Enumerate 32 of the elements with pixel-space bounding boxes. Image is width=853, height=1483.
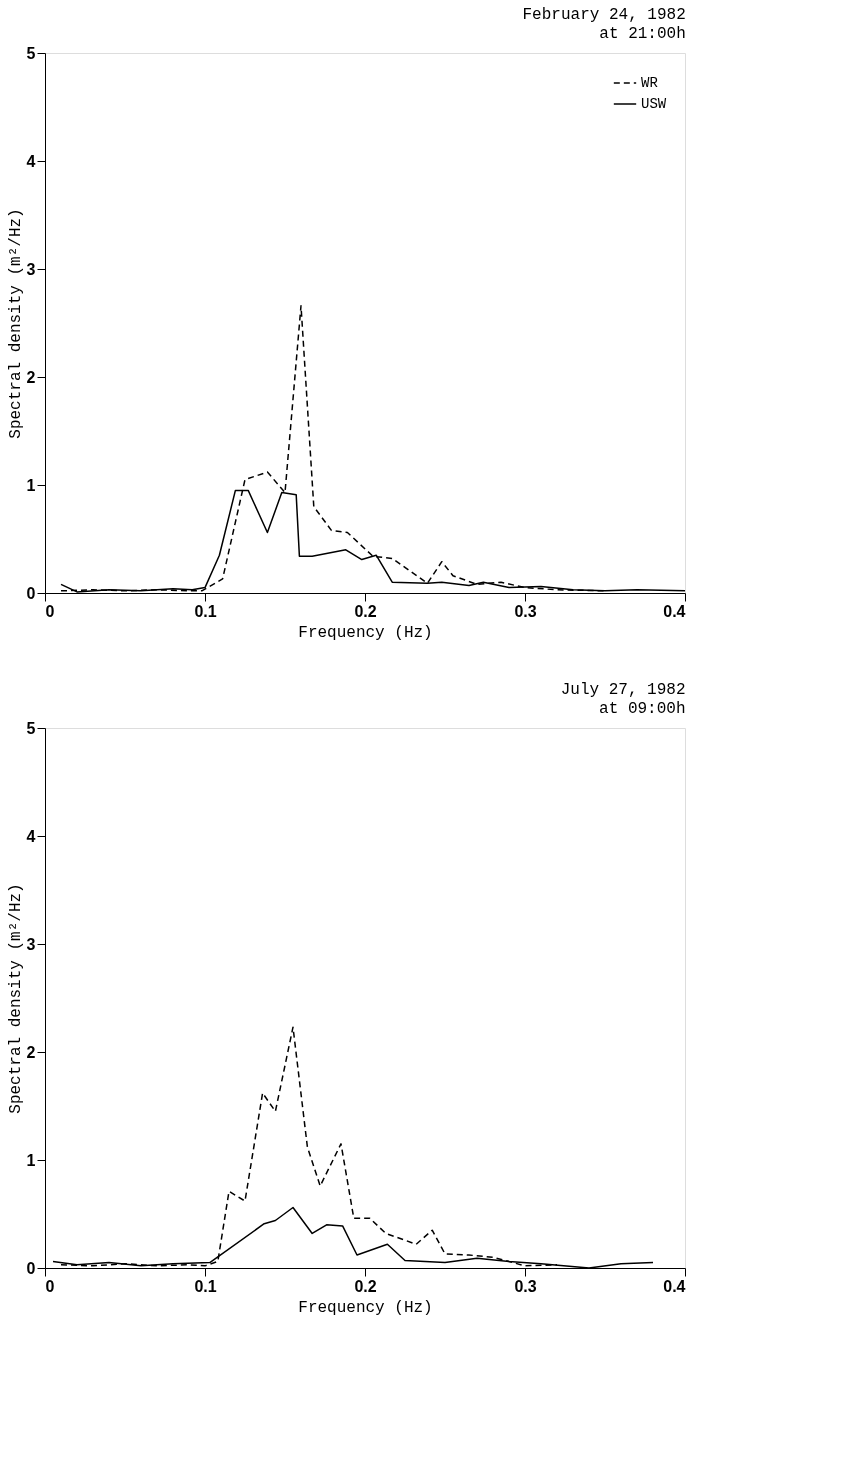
x-tick-label: 0 xyxy=(45,1277,55,1295)
y-tick-label: 2 xyxy=(26,1043,36,1061)
x-axis-title: Frequency (Hz) xyxy=(298,1298,433,1317)
chart-subtitle: at 21:00h xyxy=(599,25,686,43)
x-axis-title: Frequency (Hz) xyxy=(298,623,433,642)
x-tick-label: 0.3 xyxy=(514,602,537,620)
chart-subtitle: at 09:00h xyxy=(599,700,686,718)
chart-title: July 27, 1982 xyxy=(560,681,686,699)
y-tick-label: 2 xyxy=(26,368,36,386)
x-tick-label: 0.2 xyxy=(354,1277,377,1295)
y-tick-label: 0 xyxy=(26,1259,36,1277)
y-tick-label: 5 xyxy=(26,719,36,737)
legend-label: WR xyxy=(641,75,659,91)
y-tick-label: 3 xyxy=(26,935,36,953)
x-tick-label: 0 xyxy=(45,602,55,620)
y-tick-label: 0 xyxy=(26,584,36,602)
x-tick-label: 0.3 xyxy=(514,1277,537,1295)
y-tick-label: 1 xyxy=(26,1151,36,1169)
x-tick-label: 0.4 xyxy=(663,1277,686,1295)
x-tick-label: 0.2 xyxy=(354,602,377,620)
y-tick-label: 3 xyxy=(26,260,36,278)
legend-label: USW xyxy=(641,96,667,112)
y-tick-label: 1 xyxy=(26,476,36,494)
y-tick-label: 4 xyxy=(26,827,36,845)
x-tick-label: 0.1 xyxy=(194,602,217,620)
y-axis-title: Spectral density (m²/Hz) xyxy=(6,208,25,439)
x-tick-label: 0.4 xyxy=(663,602,686,620)
y-axis-title: Spectral density (m²/Hz) xyxy=(6,883,25,1114)
chart-title: February 24, 1982 xyxy=(522,6,686,24)
y-tick-label: 4 xyxy=(26,152,36,170)
y-tick-label: 5 xyxy=(26,44,36,62)
x-tick-label: 0.1 xyxy=(194,1277,217,1295)
